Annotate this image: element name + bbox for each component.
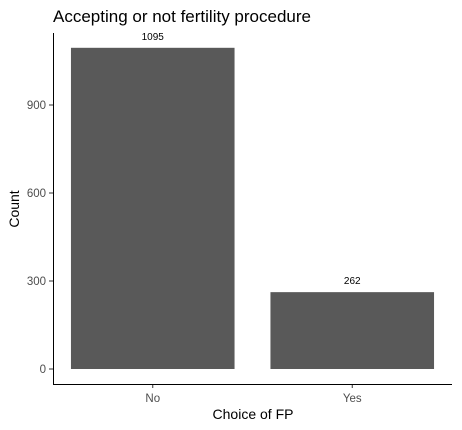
x-tick-label: No [145,393,160,405]
x-tick-label: Yes [343,393,362,405]
plot-area: 0 300 600 900 1095 No 262 Yes [27,32,435,405]
data-label: 1095 [142,32,165,43]
y-axis-label: Count [6,190,22,227]
x-axis-label: Choice of FP [213,406,294,422]
y-tick-label: 0 [40,364,46,376]
y-tick-label: 600 [27,188,46,200]
chart-title: Accepting or not fertility procedure [53,7,311,26]
bar-no [70,47,235,370]
data-label: 262 [344,276,361,287]
bar-yes [270,292,435,369]
y-tick-label: 300 [27,276,46,288]
y-tick-label: 900 [27,100,46,112]
